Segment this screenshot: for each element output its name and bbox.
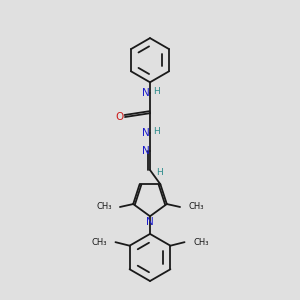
Text: N: N <box>142 128 150 138</box>
Text: N: N <box>146 217 154 226</box>
Text: CH₃: CH₃ <box>194 238 209 247</box>
Text: H: H <box>156 169 163 178</box>
Text: CH₃: CH₃ <box>188 202 204 211</box>
Text: N: N <box>142 88 150 98</box>
Text: CH₃: CH₃ <box>91 238 106 247</box>
Text: H: H <box>153 127 160 136</box>
Text: H: H <box>153 87 160 96</box>
Text: CH₃: CH₃ <box>96 202 112 211</box>
Text: N: N <box>142 146 150 157</box>
Text: O: O <box>115 112 123 122</box>
